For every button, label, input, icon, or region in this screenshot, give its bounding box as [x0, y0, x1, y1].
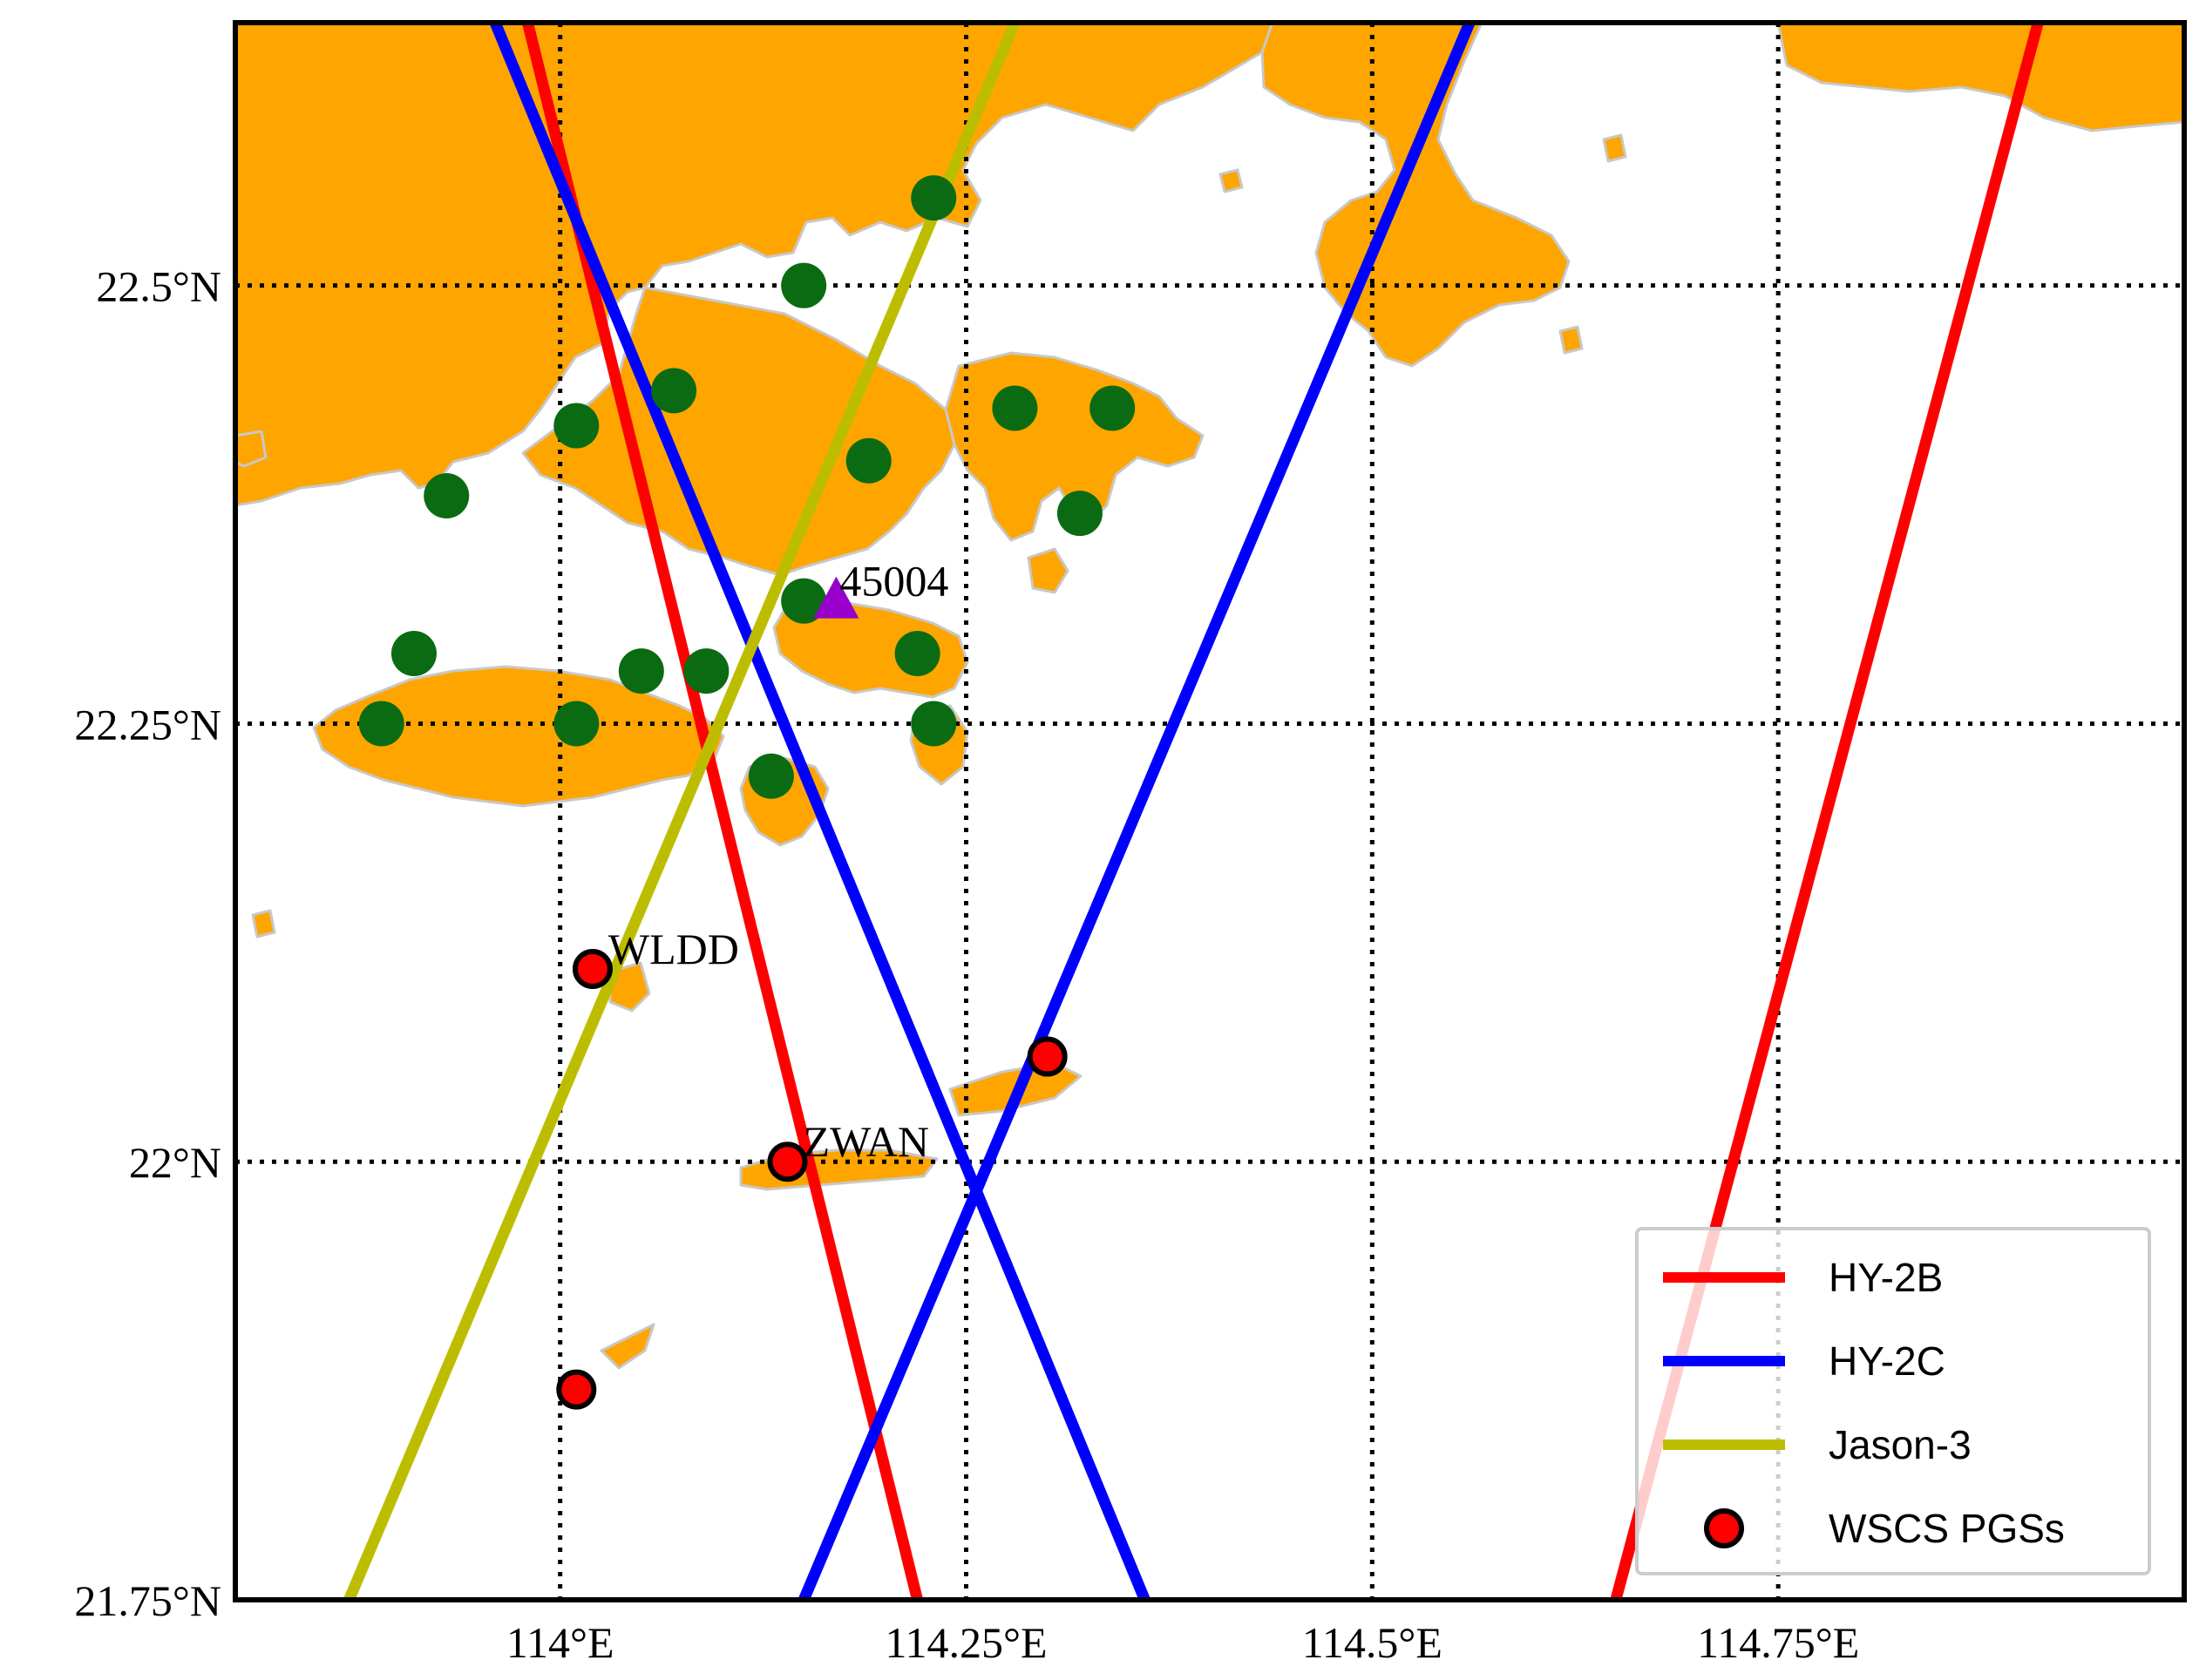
tide-gauge-marker — [911, 175, 957, 221]
tide-gauge-marker — [390, 631, 437, 676]
legend-box — [1635, 1227, 2151, 1575]
lon-tick-label: 114°E — [506, 1618, 614, 1667]
tide-gauge-marker — [651, 368, 697, 414]
tide-gauge-marker — [911, 701, 957, 747]
islet-7 — [235, 430, 268, 468]
track-hy-2c — [798, 23, 1476, 1600]
legend: HY-2B HY-2C Jason-3 WSCS PGSs — [1635, 1227, 2151, 1575]
tide-gauge-marker — [1089, 385, 1136, 431]
pgs-label: ZWAN — [804, 1117, 929, 1166]
track-jason-3 — [343, 23, 1021, 1600]
track-hy-2b — [522, 23, 923, 1600]
islet-8 — [1558, 325, 1584, 355]
buoy-layer: 45004 — [813, 557, 948, 619]
tide-gauge-marker — [683, 648, 730, 694]
buoy-marker — [813, 576, 859, 619]
lat-tick-label: 21.75°N — [74, 1576, 221, 1625]
lon-tick-label: 114.5°E — [1302, 1618, 1442, 1667]
lat-tick-label: 22.5°N — [96, 262, 221, 311]
tide-gauge-marker — [781, 578, 827, 624]
map-frame — [233, 20, 2187, 1602]
islet-10 — [1602, 133, 1627, 163]
track-hy-2c — [490, 23, 1151, 1600]
lon-tick-label: 114.25°E — [885, 1618, 1047, 1667]
legend-label: HY-2C — [1829, 1338, 1945, 1384]
legend-swatch-marker — [1704, 1508, 1744, 1548]
buoy-label: 45004 — [839, 557, 948, 606]
islet-5 — [600, 1323, 655, 1370]
lon-tick-label: 114.75°E — [1697, 1618, 1859, 1667]
dapeng-peninsula — [1260, 23, 1571, 368]
tide-gauge-marker — [358, 701, 404, 747]
legend-label: Jason-3 — [1829, 1422, 1972, 1467]
lantau-island — [312, 665, 725, 808]
green-station-markers — [358, 175, 1136, 799]
legend-label: WSCS PGSs — [1829, 1506, 2065, 1551]
pgs-marker — [556, 1369, 597, 1410]
islet-9 — [1218, 168, 1244, 193]
pgs-marker — [767, 1141, 808, 1182]
pgs-marker — [572, 949, 613, 989]
tide-gauge-marker — [992, 385, 1038, 431]
tide-gauge-marker — [618, 648, 664, 694]
pgs-marker — [1027, 1036, 1068, 1077]
pgs-station-markers: WLDD ZWAN — [556, 925, 1068, 1410]
tide-gauge-marker — [553, 701, 600, 747]
lat-tick-label: 22°N — [129, 1138, 221, 1187]
pgs-label: WLDD — [608, 925, 739, 973]
tick-labels: 114°E 114.25°E 114.5°E 114.75°E 22.5°N 22.25°… — [74, 262, 1859, 1667]
lat-tick-label: 22.25°N — [74, 700, 221, 749]
tide-gauge-marker — [424, 473, 470, 518]
tide-gauge-marker — [553, 403, 600, 449]
far-east-coast — [1776, 23, 2184, 132]
tide-gauge-marker — [748, 753, 794, 799]
tide-gauge-marker — [1056, 491, 1103, 537]
islet-1 — [1027, 547, 1069, 594]
tide-gauge-marker — [781, 262, 827, 308]
legend-label: HY-2B — [1829, 1255, 1943, 1300]
mainland-landmass — [235, 23, 1274, 507]
tide-gauge-marker — [845, 437, 892, 484]
islet-2 — [608, 961, 651, 1013]
gridlines — [235, 23, 2184, 1600]
tide-gauge-marker — [894, 631, 940, 676]
islet-6 — [251, 909, 276, 938]
